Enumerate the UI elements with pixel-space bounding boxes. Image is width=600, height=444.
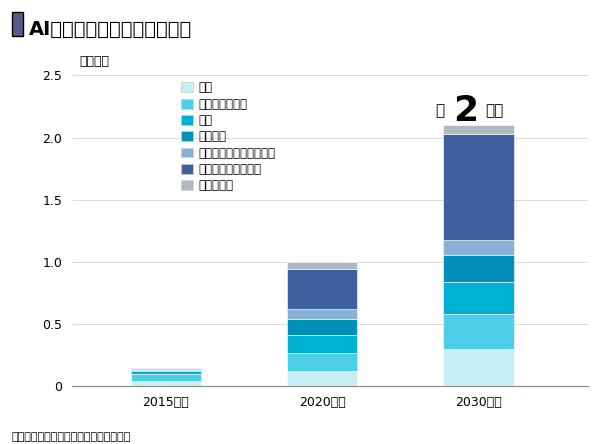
Bar bbox=[131, 371, 201, 374]
Bar bbox=[131, 374, 201, 381]
Text: （出所）富士キメラ総研を基に筆者作成: （出所）富士キメラ総研を基に筆者作成 bbox=[12, 432, 131, 442]
Bar bbox=[287, 371, 358, 386]
Bar bbox=[443, 349, 514, 386]
Bar bbox=[131, 368, 201, 369]
Bar bbox=[131, 370, 201, 371]
Bar bbox=[287, 309, 358, 319]
Bar bbox=[287, 319, 358, 335]
Bar bbox=[443, 240, 514, 254]
Bar bbox=[443, 125, 514, 134]
Bar bbox=[287, 270, 358, 309]
Bar bbox=[443, 134, 514, 240]
Bar bbox=[443, 254, 514, 282]
Bar bbox=[443, 282, 514, 314]
Text: AI需要業種別の市場規模予測: AI需要業種別の市場規模予測 bbox=[29, 20, 192, 39]
Text: 2: 2 bbox=[454, 94, 479, 128]
Bar bbox=[287, 335, 358, 353]
Bar bbox=[443, 314, 514, 349]
Legend: 製造, 流通／サービス, 金融, 情報通信, 医療／ライフサイエンス, 公共／社会インフラ, その他業種: 製造, 流通／サービス, 金融, 情報通信, 医療／ライフサイエンス, 公共／社… bbox=[181, 81, 276, 192]
Bar bbox=[287, 262, 358, 270]
Bar bbox=[131, 381, 201, 386]
Bar bbox=[287, 353, 358, 371]
Text: （兆円）: （兆円） bbox=[80, 55, 110, 68]
Bar bbox=[131, 369, 201, 370]
Text: 兆円: 兆円 bbox=[485, 103, 503, 118]
Text: 約: 約 bbox=[435, 103, 444, 118]
